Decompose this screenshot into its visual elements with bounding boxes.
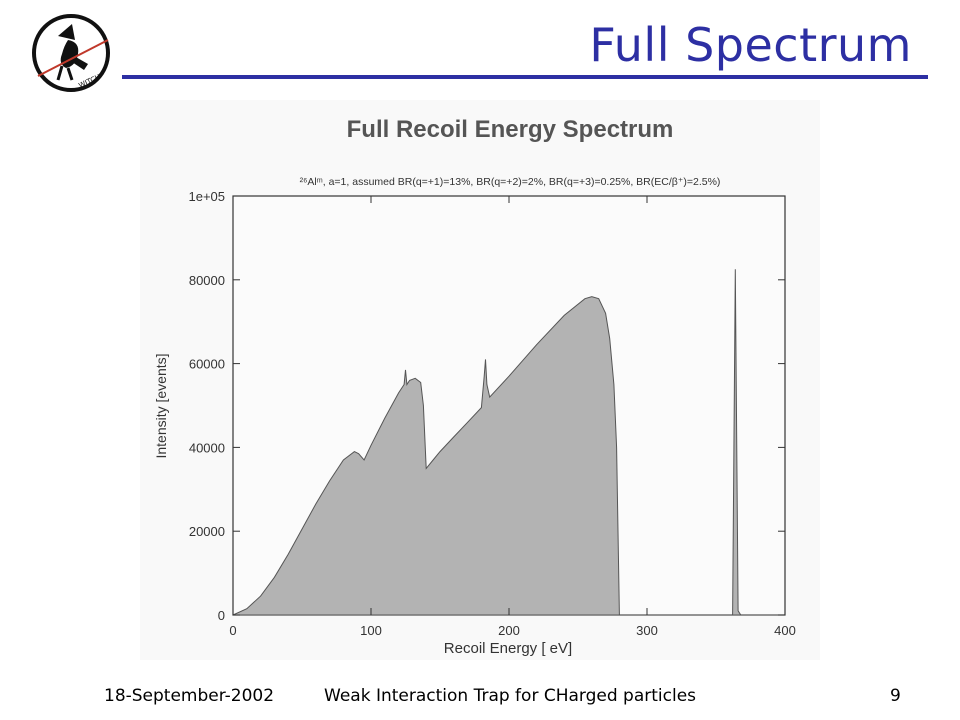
recoil-energy-chart: Full Recoil Energy Spectrum ²⁶Alᵐ, a=1, … xyxy=(153,116,796,657)
footer-date: 18-September-2002 xyxy=(104,686,275,706)
x-tick-label: 400 xyxy=(774,623,796,638)
y-tick-label: 20000 xyxy=(189,524,225,539)
y-tick-label: 40000 xyxy=(189,440,225,455)
page-number: 9 xyxy=(890,686,901,706)
plot-area: 0 100 200 300 400 0 20000 40000 60000 80000 1e+05 xyxy=(188,189,795,638)
y-tick-label: 1e+05 xyxy=(188,189,225,204)
chart-subtitle: ²⁶Alᵐ, a=1, assumed BR(q=+1)=13%, BR(q=+… xyxy=(300,176,721,188)
witch-logo: WITCH xyxy=(32,14,110,92)
title-underline xyxy=(122,75,928,79)
y-axis-label: Intensity [events] xyxy=(153,353,169,458)
y-tick-label: 80000 xyxy=(189,273,225,288)
x-tick-label: 0 xyxy=(229,623,236,638)
x-tick-label: 100 xyxy=(360,623,382,638)
footer-title: Weak Interaction Trap for CHarged partic… xyxy=(324,686,697,706)
chart-title: Full Recoil Energy Spectrum xyxy=(347,116,674,143)
x-axis-label: Recoil Energy [ eV] xyxy=(444,640,572,657)
x-tick-label: 300 xyxy=(636,623,658,638)
x-tick-label: 200 xyxy=(498,623,520,638)
y-tick-label: 0 xyxy=(218,608,225,623)
y-tick-label: 60000 xyxy=(189,357,225,372)
slide-title: Full Spectrum xyxy=(589,18,912,72)
spectrum-area-series-0 xyxy=(232,269,785,616)
